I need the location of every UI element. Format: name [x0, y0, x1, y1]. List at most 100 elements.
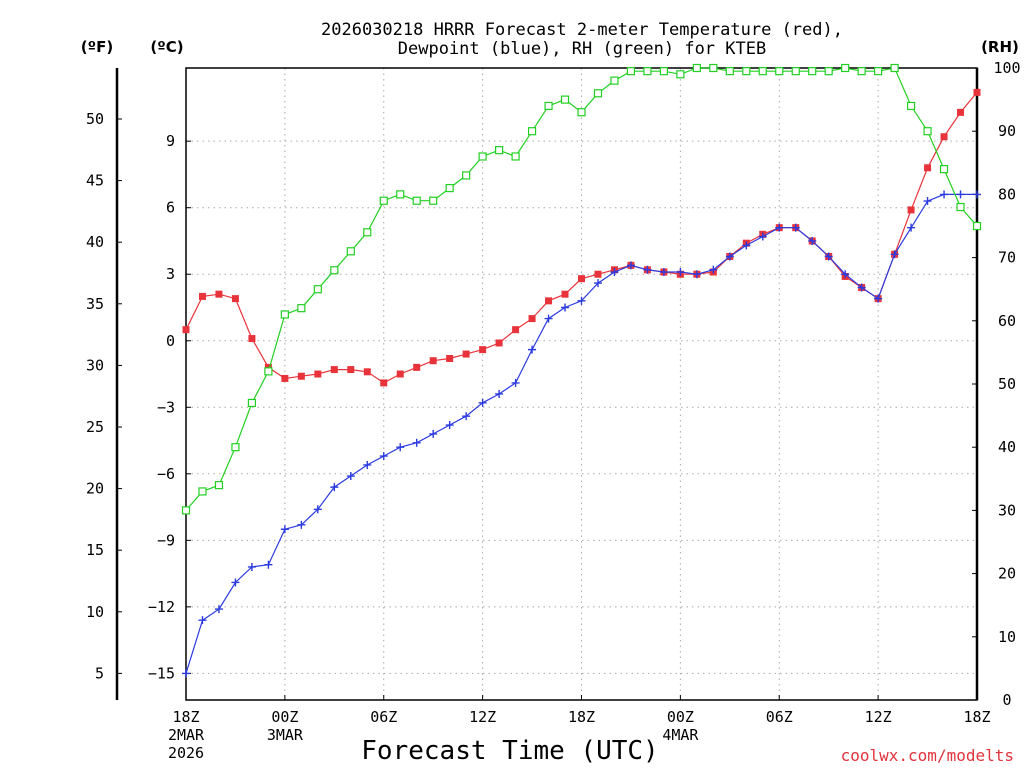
fahrenheit-tick-label: 30 [86, 356, 104, 374]
dewpoint-point [626, 261, 635, 270]
rh-point [495, 146, 504, 155]
fahrenheit-tick-label: 45 [86, 172, 104, 190]
dewpoint-point [495, 389, 504, 398]
dewpoint-point [907, 223, 916, 232]
temperature-point [446, 354, 454, 362]
celsius-tick-label: −6 [157, 465, 175, 483]
x-tick-label: 18Z [963, 708, 990, 726]
dewpoint-point [462, 412, 471, 421]
dewpoint-point [923, 197, 932, 206]
dewpoint-point [676, 268, 685, 277]
dewpoint-point [478, 398, 487, 407]
rh-point [956, 202, 965, 212]
rh-point [264, 367, 273, 376]
dewpoint-point [379, 452, 388, 461]
temperature-point [413, 363, 421, 371]
temperature-point [429, 357, 437, 365]
series-rh [181, 63, 982, 515]
rh-point [379, 196, 388, 205]
dewpoint-point [725, 252, 734, 261]
celsius-unit-label: (ºC) [150, 38, 183, 56]
rh-point [577, 108, 586, 117]
rh-point [692, 63, 701, 73]
fahrenheit-tick-label: 35 [86, 295, 104, 313]
temperature-point [578, 275, 585, 283]
fahrenheit-tick-label: 50 [86, 110, 104, 128]
x-tick-label: 18Z [568, 708, 595, 726]
axes [115, 67, 979, 701]
dewpoint-point [890, 250, 899, 259]
dewpoint-point [857, 283, 866, 292]
temperature-point [561, 290, 569, 298]
rh-point [841, 63, 850, 73]
rh-point [462, 171, 471, 180]
rh-point [429, 196, 438, 205]
dewpoint-point [593, 279, 602, 288]
celsius-tick-label: −3 [157, 398, 175, 416]
dewpoint-point [445, 421, 454, 430]
rh-point [330, 266, 339, 275]
rh-point [643, 67, 652, 76]
temperature-point [182, 326, 190, 334]
dewpoint-point [791, 223, 800, 232]
x-tick-label: 06Z [766, 708, 793, 726]
rh-point [214, 481, 224, 490]
axis-ticks: 9630−3−6−9−12−15504540353025201510510090… [86, 59, 1021, 762]
celsius-tick-label: 6 [166, 199, 175, 217]
celsius-tick-label: −9 [157, 531, 175, 549]
rh-point [824, 67, 833, 76]
x-axis-label: Forecast Time (UTC) [361, 736, 658, 766]
temperature-line [185, 92, 978, 384]
rh-point [676, 70, 685, 79]
temperature-point [479, 346, 487, 354]
dewpoint-point [940, 190, 949, 199]
x-tick-label: 00Z [271, 708, 298, 726]
series-dewpoint [182, 190, 981, 678]
rh-point [313, 285, 322, 294]
rh-point [198, 487, 207, 496]
rh-tick-label: 10 [998, 628, 1016, 646]
temperature-point [924, 164, 932, 172]
temperature-point [396, 370, 404, 378]
rh-point [874, 67, 883, 76]
dewpoint-point [841, 270, 850, 279]
rh-point [758, 67, 767, 76]
dewpoint-point [643, 265, 652, 274]
dewpoint-point [808, 236, 817, 245]
chart-title-line-1: 2026030218 HRRR Forecast 2-meter Tempera… [321, 20, 843, 40]
dewpoint-point [198, 616, 207, 625]
chart-title-line-2: Dewpoint (blue), RH (green) for KTEB [398, 39, 766, 59]
dewpoint-point [231, 578, 240, 587]
dewpoint-point [313, 505, 322, 514]
dewpoint-point [692, 270, 701, 279]
temperature-point [957, 108, 965, 116]
rh-tick-label: 100 [993, 59, 1020, 77]
dewpoint-point [561, 303, 570, 312]
x-tick-label: 12Z [865, 708, 892, 726]
rh-point [346, 247, 355, 256]
dewpoint-point [742, 241, 751, 250]
rh-point [181, 506, 191, 515]
celsius-tick-label: 0 [166, 332, 175, 350]
temperature-point [281, 374, 289, 382]
rh-point [610, 76, 619, 85]
dewpoint-point [330, 483, 339, 492]
rh-point [297, 304, 306, 313]
temperature-point [314, 370, 322, 378]
dewpoint-point [264, 560, 273, 569]
temperature-point [495, 339, 503, 347]
fahrenheit-tick-label: 20 [86, 480, 104, 498]
series-temperature [182, 88, 981, 387]
celsius-tick-label: −15 [148, 664, 175, 682]
temperature-point [512, 326, 520, 334]
dewpoint-point [297, 520, 306, 529]
rh-point [939, 165, 949, 174]
temperature-point [347, 366, 355, 374]
rh-point [709, 63, 718, 73]
temperature-point [380, 379, 388, 387]
rh-point [280, 310, 289, 319]
rh-tick-label: 20 [998, 565, 1016, 583]
rh-point [445, 183, 454, 193]
dewpoint-point [758, 232, 767, 241]
